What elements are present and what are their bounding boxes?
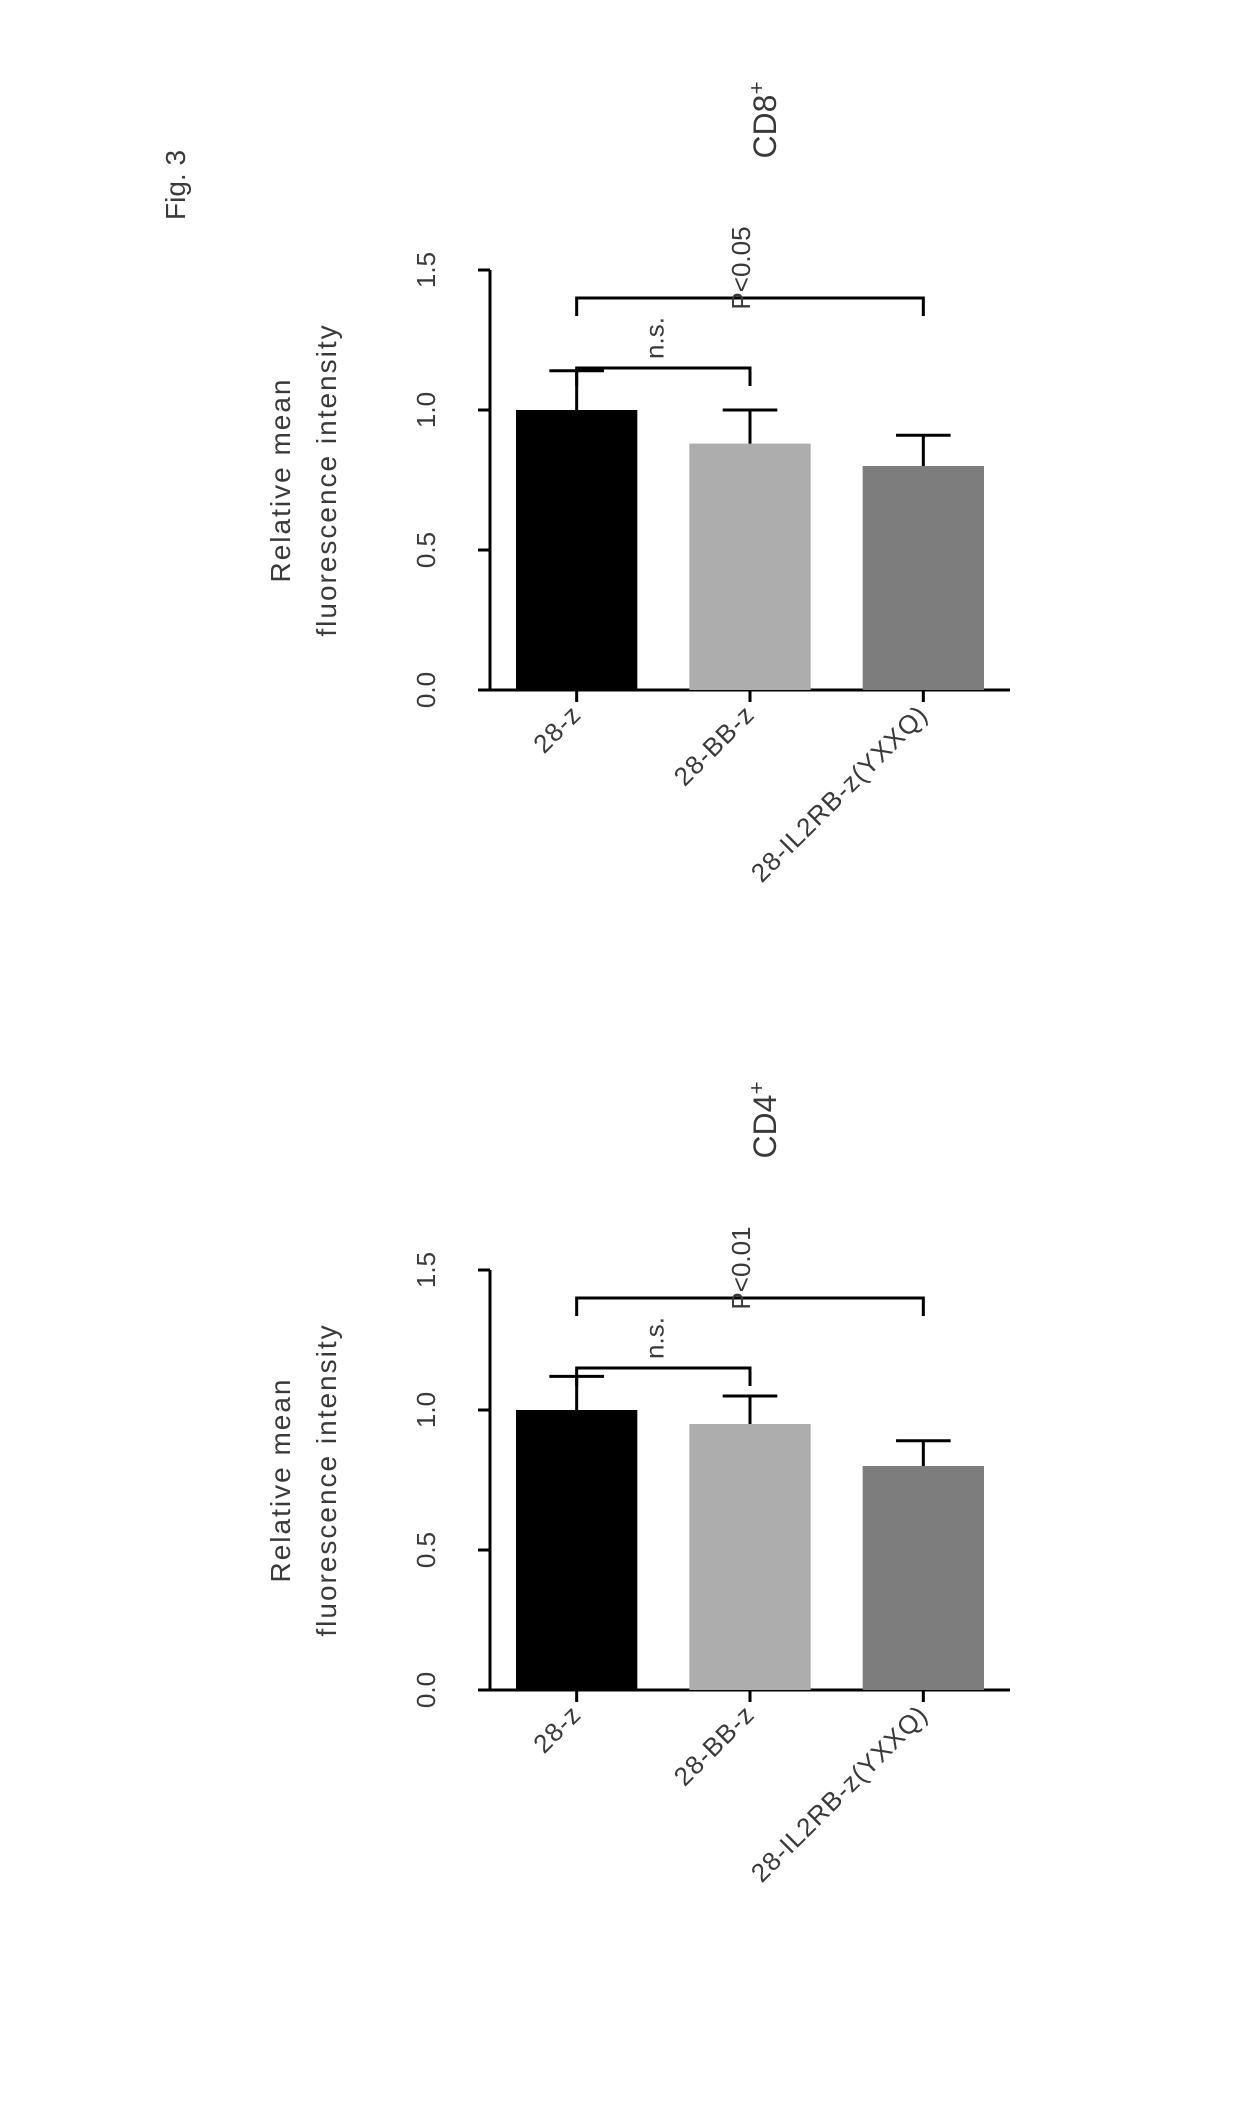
y-tick-label: 0.5 (411, 532, 441, 568)
panel-cd8: CD8+ Relative mean fluorescence intensity 0… (190, 60, 1090, 1040)
category-label: 28-BB-z (668, 699, 761, 792)
bar (689, 444, 810, 690)
y-tick-label: 1.0 (411, 1392, 441, 1428)
significance-label: P<0.01 (726, 1226, 756, 1309)
y-tick-label: 1.5 (411, 252, 441, 288)
bar (863, 466, 984, 690)
category-label: 28-BB-z (668, 1699, 761, 1792)
y-axis-label: Relative mean (265, 1378, 296, 1583)
y-axis-label: Relative mean (265, 378, 296, 583)
y-tick-label: 1.0 (411, 392, 441, 428)
y-axis-label: fluorescence intensity (311, 1323, 342, 1636)
category-label: 28-IL2RB-z(YXXQ) (745, 1699, 934, 1888)
bar (516, 410, 637, 690)
bar (863, 1466, 984, 1690)
y-axis-label: fluorescence intensity (311, 323, 342, 636)
y-tick-label: 0.0 (411, 1672, 441, 1708)
category-label: 28-z (527, 1699, 587, 1759)
bar (516, 1410, 637, 1690)
bar (689, 1424, 810, 1690)
category-label: 28-z (527, 699, 587, 759)
significance-label: n.s. (639, 1317, 669, 1359)
significance-label: n.s. (639, 317, 669, 359)
significance-label: P<0.05 (726, 226, 756, 309)
page: Fig. 3 CD4+ Relative mean fluorescence int… (0, 0, 1240, 2122)
y-tick-label: 0.5 (411, 1532, 441, 1568)
panel-cd4: CD4+ Relative mean fluorescence intensity 0… (190, 1060, 1090, 2040)
figure-label: Fig. 3 (160, 150, 192, 220)
panel-title: CD4+ (744, 1081, 784, 1158)
y-tick-label: 1.5 (411, 1252, 441, 1288)
y-tick-label: 0.0 (411, 672, 441, 708)
panel-title: CD8+ (744, 81, 784, 158)
category-label: 28-IL2RB-z(YXXQ) (745, 699, 934, 888)
